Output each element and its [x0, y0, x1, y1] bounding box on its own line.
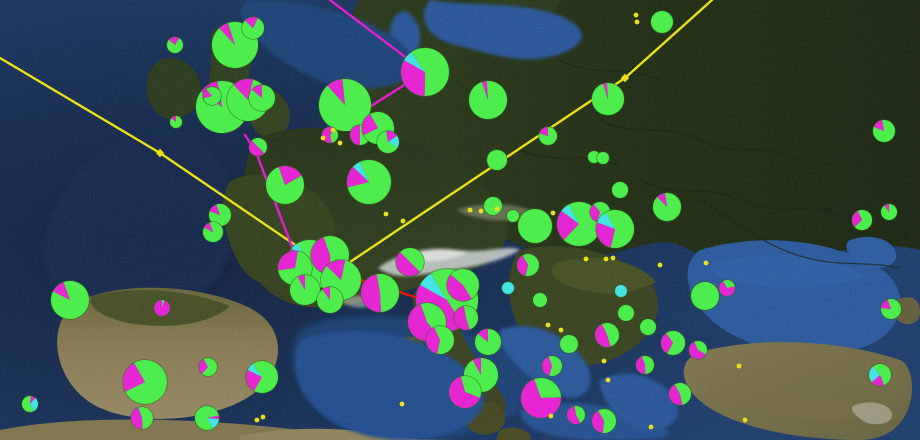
pie-marker[interactable] [868, 363, 892, 387]
pie-marker[interactable] [650, 10, 674, 34]
pie-marker[interactable] [321, 126, 339, 144]
pie-marker[interactable] [316, 286, 344, 314]
pie-marker[interactable] [248, 84, 276, 112]
pie-marker[interactable] [400, 47, 450, 97]
pie-marker[interactable] [122, 359, 168, 405]
point-marker[interactable] [742, 417, 748, 423]
pie-marker[interactable] [690, 281, 720, 311]
pie-marker[interactable] [202, 221, 224, 243]
pie-marker[interactable] [241, 16, 265, 40]
pie-marker[interactable] [169, 115, 183, 129]
pie-marker[interactable] [652, 192, 682, 222]
point-marker[interactable] [648, 424, 654, 430]
point-marker[interactable] [478, 208, 484, 214]
point-marker[interactable] [583, 256, 589, 262]
pie-marker[interactable] [208, 203, 232, 227]
point-marker[interactable] [320, 135, 326, 141]
pie-marker[interactable] [501, 281, 515, 295]
point-marker[interactable] [383, 211, 389, 217]
pie-marker[interactable] [595, 209, 635, 249]
pie-marker[interactable] [591, 82, 625, 116]
pie-marker[interactable] [614, 284, 628, 298]
pie-marker[interactable] [611, 181, 629, 199]
point-marker[interactable] [467, 207, 473, 213]
point-marker[interactable] [657, 262, 663, 268]
pie-marker[interactable] [265, 165, 305, 205]
point-marker[interactable] [603, 256, 609, 262]
pie-marker[interactable] [668, 382, 692, 406]
pie-marker[interactable] [248, 137, 268, 157]
point-marker[interactable] [399, 401, 405, 407]
pie-marker[interactable] [425, 325, 455, 355]
point-marker[interactable] [558, 327, 564, 333]
point-marker[interactable] [703, 260, 709, 266]
yellow-flow-arrow[interactable] [333, 0, 714, 274]
pie-marker[interactable] [520, 377, 562, 419]
point-marker[interactable] [550, 210, 556, 216]
pie-marker[interactable] [153, 299, 171, 317]
pie-marker[interactable] [474, 328, 502, 356]
point-marker[interactable] [548, 413, 554, 419]
pie-marker[interactable] [516, 253, 540, 277]
point-marker[interactable] [610, 255, 616, 261]
pie-marker[interactable] [639, 318, 657, 336]
pie-marker[interactable] [468, 80, 508, 120]
pie-marker[interactable] [194, 405, 220, 431]
point-marker[interactable] [254, 417, 260, 423]
pie-marker[interactable] [289, 274, 321, 306]
pie-marker[interactable] [50, 280, 90, 320]
pie-marker[interactable] [360, 273, 400, 313]
pie-marker[interactable] [596, 151, 610, 165]
pie-marker[interactable] [446, 268, 480, 302]
pie-marker[interactable] [851, 209, 873, 231]
pie-marker[interactable] [202, 86, 222, 106]
pie-marker[interactable] [591, 408, 617, 434]
point-marker[interactable] [260, 414, 266, 420]
pie-marker[interactable] [483, 196, 503, 216]
pie-marker[interactable] [245, 360, 279, 394]
point-marker[interactable] [330, 127, 336, 133]
pie-marker[interactable] [635, 355, 655, 375]
pie-marker[interactable] [486, 149, 508, 171]
pie-marker[interactable] [880, 203, 898, 221]
point-marker[interactable] [634, 19, 640, 25]
pie-marker[interactable] [660, 330, 686, 356]
point-marker[interactable] [736, 363, 742, 369]
pie-marker[interactable] [346, 159, 392, 205]
pie-marker[interactable] [688, 340, 708, 360]
pie-marker[interactable] [21, 395, 39, 413]
pie-marker[interactable] [318, 78, 372, 132]
pie-marker[interactable] [880, 298, 902, 320]
pie-marker[interactable] [198, 357, 218, 377]
pie-marker[interactable] [166, 36, 184, 54]
pie-marker[interactable] [559, 334, 579, 354]
point-marker[interactable] [400, 218, 406, 224]
point-marker[interactable] [337, 140, 343, 146]
pie-marker[interactable] [541, 355, 563, 377]
pie-marker[interactable] [130, 406, 154, 430]
point-marker[interactable] [601, 358, 607, 364]
pie-marker[interactable] [448, 375, 482, 409]
pie-marker[interactable] [538, 126, 558, 146]
point-marker[interactable] [494, 206, 500, 212]
pie-marker[interactable] [506, 209, 520, 223]
pie-marker[interactable] [566, 405, 586, 425]
pie-marker[interactable] [395, 247, 425, 277]
pie-marker[interactable] [872, 119, 896, 143]
pie-marker[interactable] [594, 322, 620, 348]
pie-marker[interactable] [617, 304, 635, 322]
pie-marker[interactable] [376, 130, 400, 154]
pie-marker[interactable] [718, 279, 736, 297]
point-marker[interactable] [633, 12, 639, 18]
pie-marker[interactable] [517, 208, 553, 244]
point-marker[interactable] [605, 377, 611, 383]
pie-marker[interactable] [453, 305, 479, 331]
point-marker[interactable] [545, 322, 551, 328]
pie-marker[interactable] [532, 292, 548, 308]
